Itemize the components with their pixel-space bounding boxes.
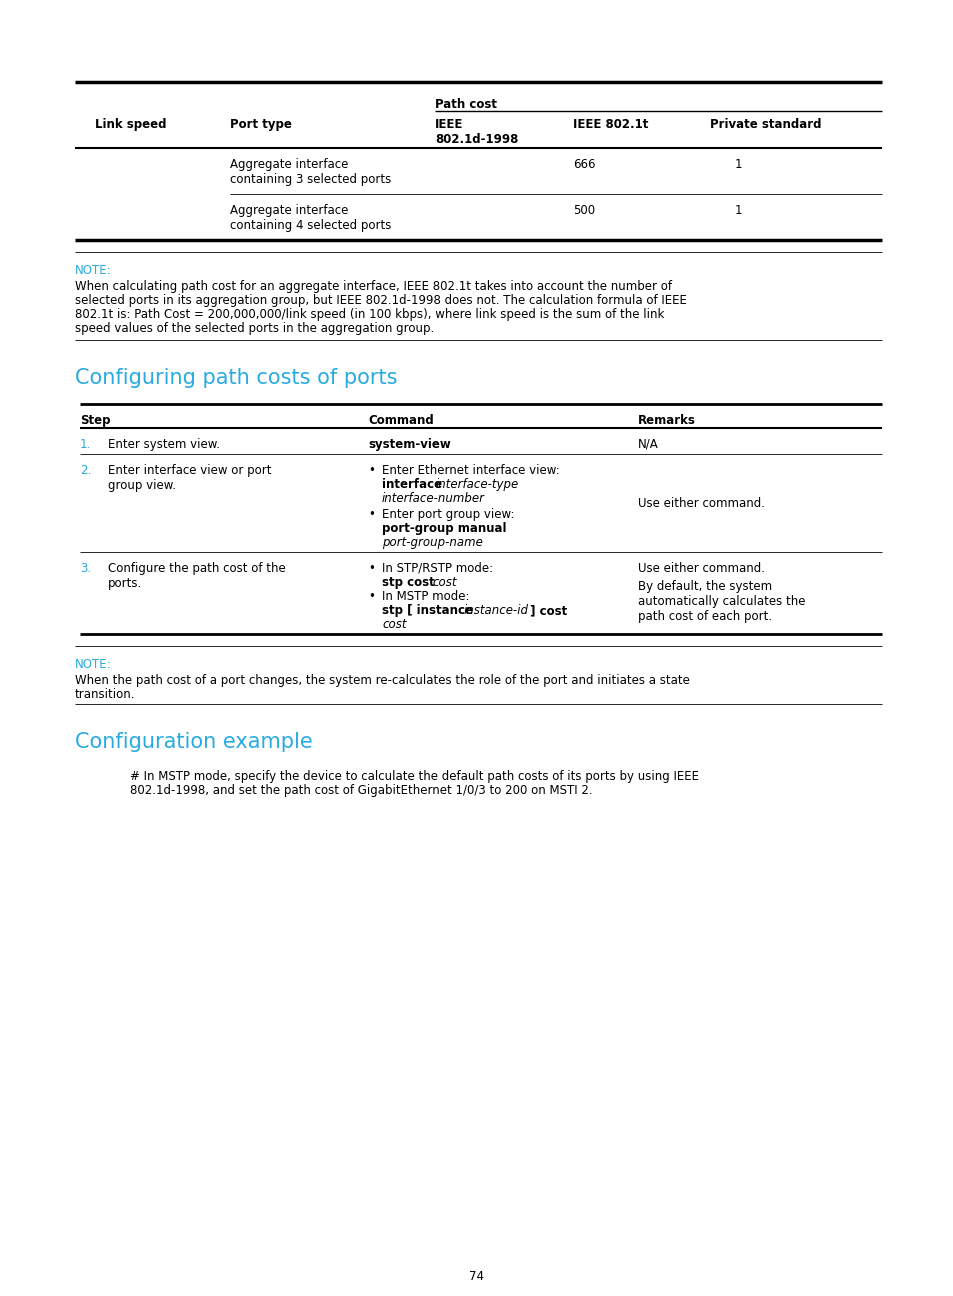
- Text: Configure the path cost of the
ports.: Configure the path cost of the ports.: [108, 562, 286, 590]
- Text: stp [ instance: stp [ instance: [381, 604, 476, 617]
- Text: When the path cost of a port changes, the system re-calculates the role of the p: When the path cost of a port changes, th…: [75, 674, 689, 687]
- Text: selected ports in its aggregation group, but IEEE 802.1d-1998 does not. The calc: selected ports in its aggregation group,…: [75, 294, 686, 307]
- Text: •: •: [368, 464, 375, 477]
- Text: 1: 1: [734, 203, 741, 216]
- Text: •: •: [368, 508, 375, 521]
- Text: Remarks: Remarks: [638, 413, 695, 426]
- Text: port-group manual: port-group manual: [381, 522, 506, 535]
- Text: 2.: 2.: [80, 464, 91, 477]
- Text: 3.: 3.: [80, 562, 91, 575]
- Text: IEEE 802.1t: IEEE 802.1t: [573, 118, 648, 131]
- Text: 1.: 1.: [80, 438, 91, 451]
- Text: Aggregate interface
containing 3 selected ports: Aggregate interface containing 3 selecte…: [230, 158, 391, 187]
- Text: stp cost: stp cost: [381, 575, 438, 588]
- Text: Aggregate interface
containing 4 selected ports: Aggregate interface containing 4 selecte…: [230, 203, 391, 232]
- Text: Enter interface view or port
group view.: Enter interface view or port group view.: [108, 464, 272, 492]
- Text: interface-type: interface-type: [436, 478, 518, 491]
- Text: speed values of the selected ports in the aggregation group.: speed values of the selected ports in th…: [75, 321, 434, 334]
- Text: Use either command.: Use either command.: [638, 562, 764, 575]
- Text: 1: 1: [734, 158, 741, 171]
- Text: NOTE:: NOTE:: [75, 264, 112, 277]
- Text: Private standard: Private standard: [709, 118, 821, 131]
- Text: Enter system view.: Enter system view.: [108, 438, 220, 451]
- Text: Enter Ethernet interface view:: Enter Ethernet interface view:: [381, 464, 559, 477]
- Text: By default, the system
automatically calculates the
path cost of each port.: By default, the system automatically cal…: [638, 581, 804, 623]
- Text: cost: cost: [381, 618, 406, 631]
- Text: Command: Command: [368, 413, 434, 426]
- Text: transition.: transition.: [75, 688, 135, 701]
- Text: cost: cost: [432, 575, 456, 588]
- Text: 500: 500: [573, 203, 595, 216]
- Text: 74: 74: [469, 1270, 484, 1283]
- Text: In STP/RSTP mode:: In STP/RSTP mode:: [381, 562, 493, 575]
- Text: Port type: Port type: [230, 118, 292, 131]
- Text: 802.1d-1998, and set the path cost of GigabitEthernet 1/0/3 to 200 on MSTI 2.: 802.1d-1998, and set the path cost of Gi…: [130, 784, 592, 797]
- Text: ] cost: ] cost: [525, 604, 567, 617]
- Text: # In MSTP mode, specify the device to calculate the default path costs of its po: # In MSTP mode, specify the device to ca…: [130, 770, 699, 783]
- Text: system-view: system-view: [368, 438, 450, 451]
- Text: interface-number: interface-number: [381, 492, 484, 505]
- Text: In MSTP mode:: In MSTP mode:: [381, 590, 469, 603]
- Text: port-group-name: port-group-name: [381, 537, 482, 550]
- Text: instance-id: instance-id: [463, 604, 529, 617]
- Text: Step: Step: [80, 413, 111, 426]
- Text: •: •: [368, 590, 375, 603]
- Text: NOTE:: NOTE:: [75, 658, 112, 671]
- Text: When calculating path cost for an aggregate interface, IEEE 802.1t takes into ac: When calculating path cost for an aggreg…: [75, 280, 671, 293]
- Text: Path cost: Path cost: [435, 98, 497, 111]
- Text: N/A: N/A: [638, 438, 659, 451]
- Text: 666: 666: [573, 158, 595, 171]
- Text: Configuration example: Configuration example: [75, 732, 313, 752]
- Text: Enter port group view:: Enter port group view:: [381, 508, 514, 521]
- Text: interface: interface: [381, 478, 446, 491]
- Text: Configuring path costs of ports: Configuring path costs of ports: [75, 368, 397, 388]
- Text: Link speed: Link speed: [95, 118, 167, 131]
- Text: Use either command.: Use either command.: [638, 496, 764, 511]
- Text: •: •: [368, 562, 375, 575]
- Text: 802.1t is: Path Cost = 200,000,000/link speed (in 100 kbps), where link speed is: 802.1t is: Path Cost = 200,000,000/link …: [75, 308, 663, 321]
- Text: IEEE
802.1d-1998: IEEE 802.1d-1998: [435, 118, 517, 146]
